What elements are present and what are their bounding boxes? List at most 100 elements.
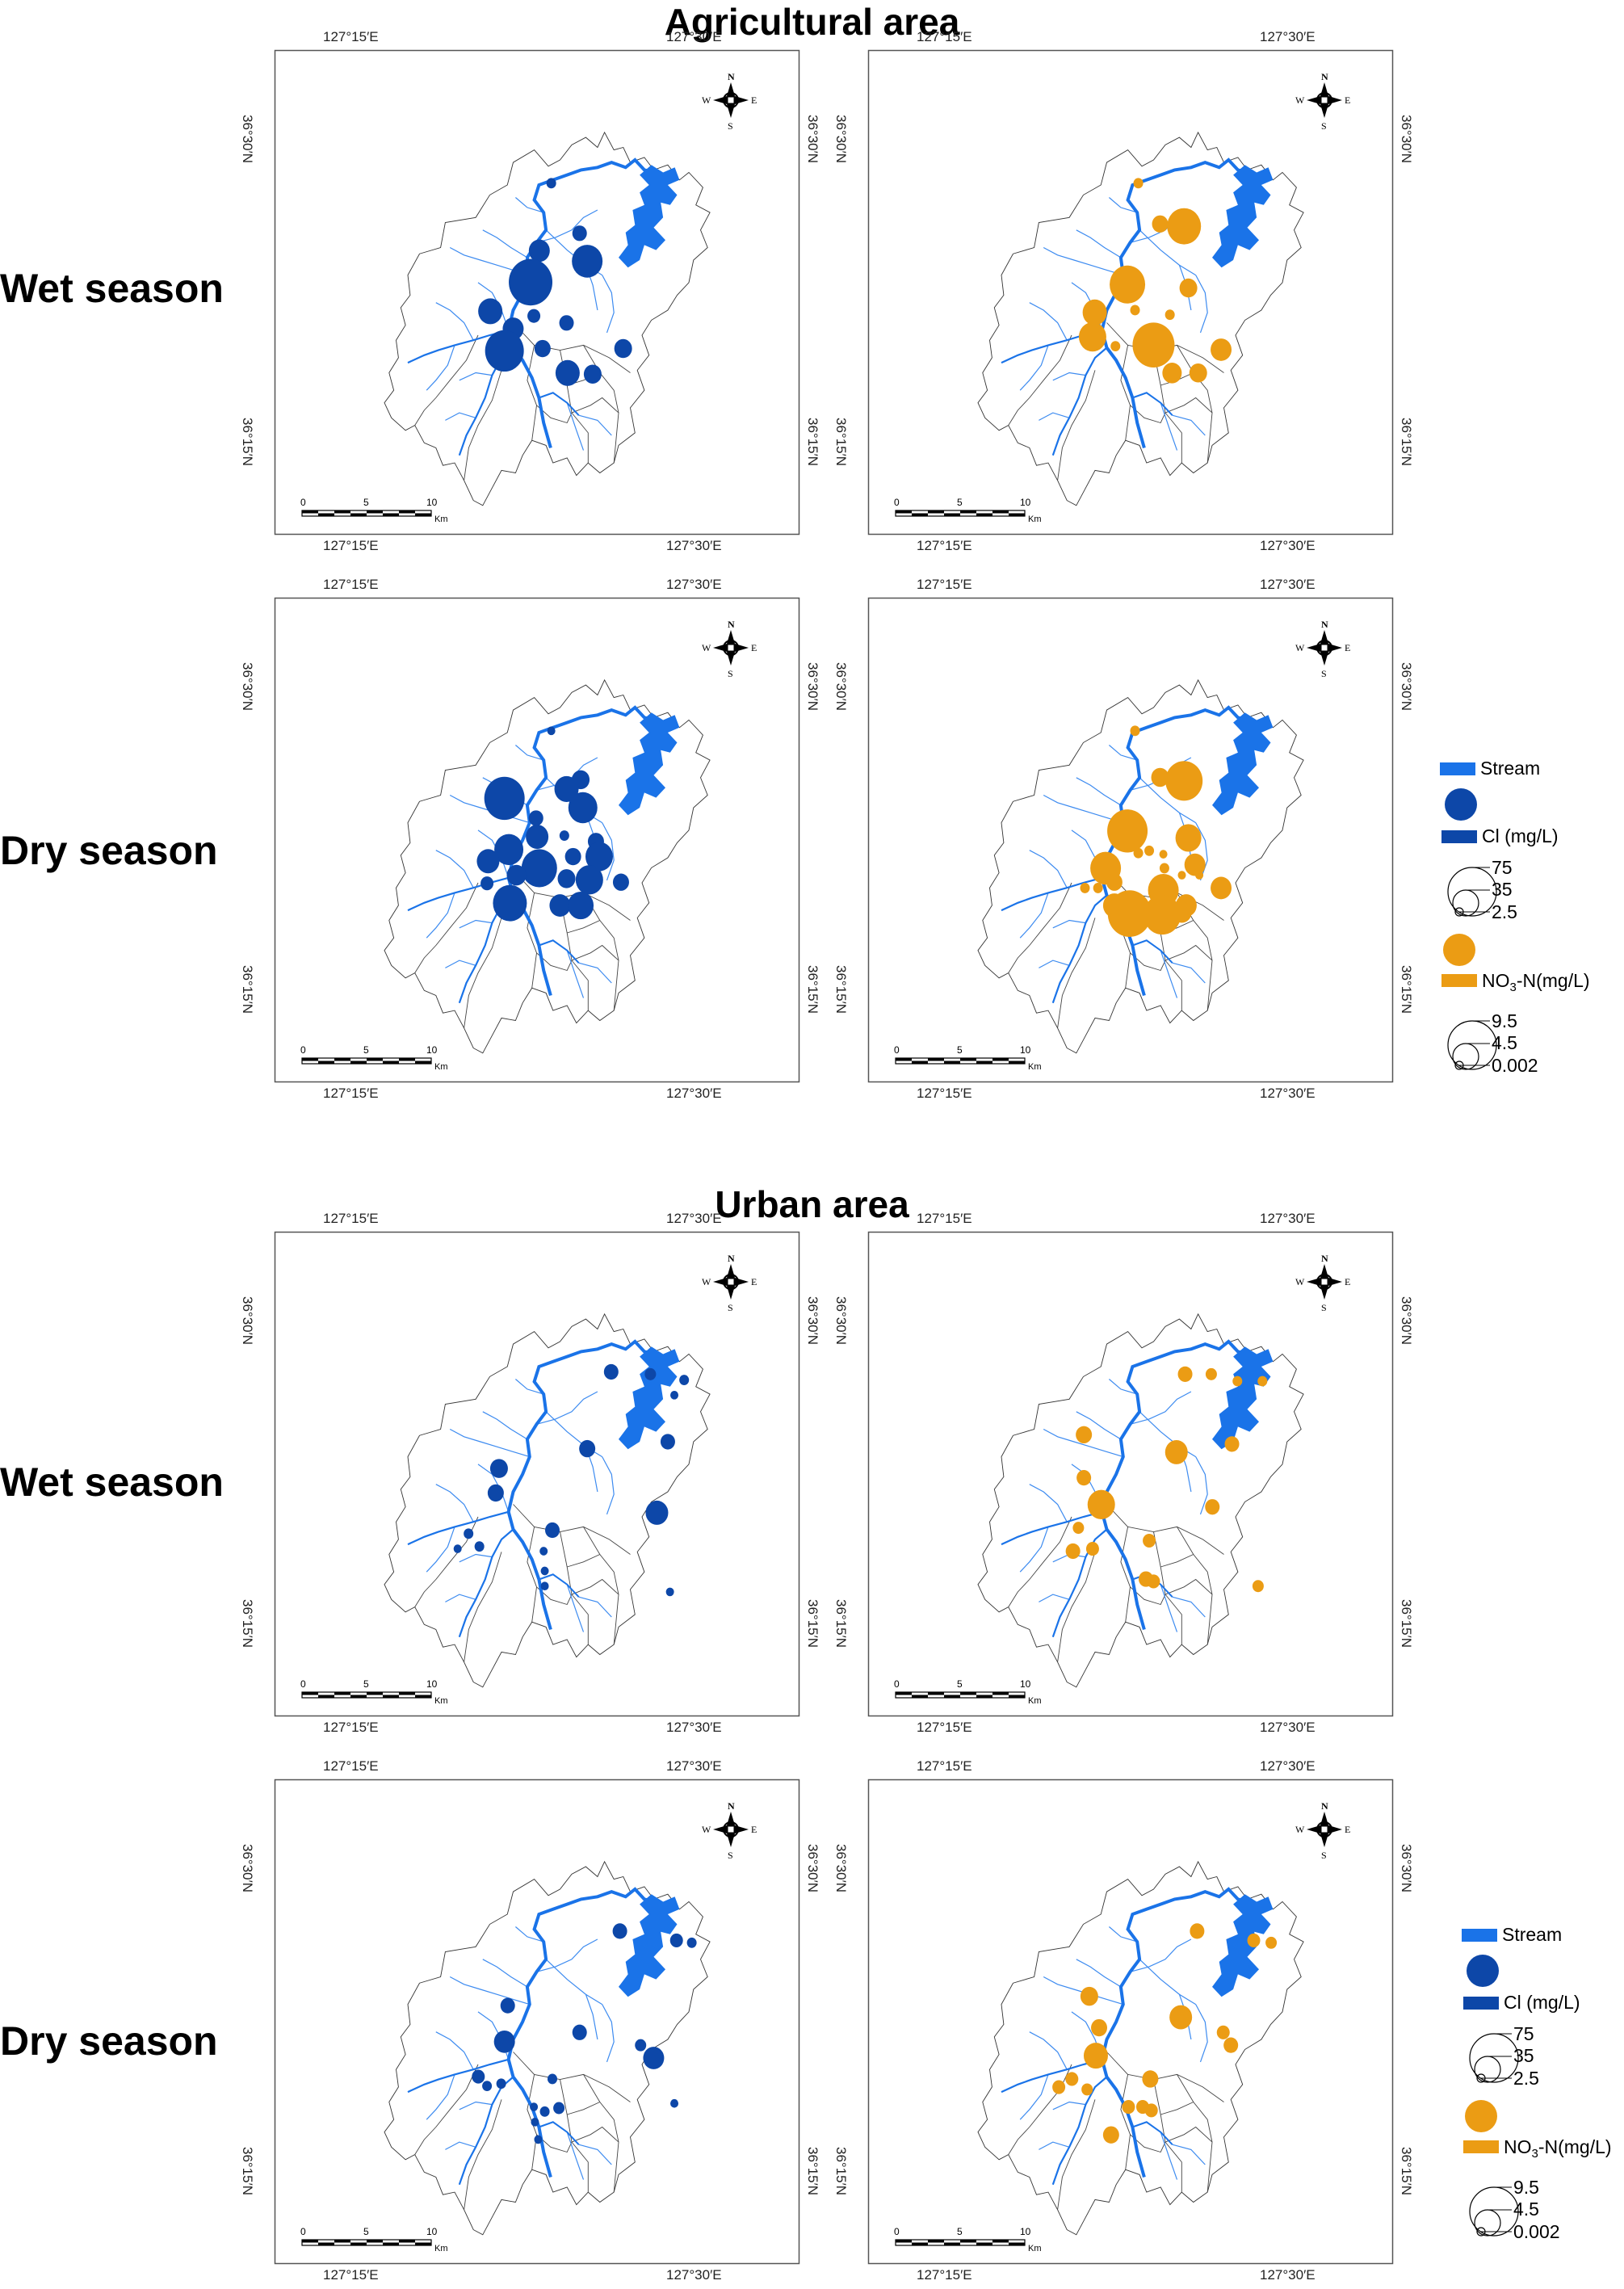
lat-label-left-top: 36°30′N xyxy=(833,1296,849,1346)
sample-point xyxy=(583,364,602,384)
sample-point xyxy=(526,825,549,849)
lat-label-right-top: 36°30′N xyxy=(1399,1296,1414,1346)
svg-text:10: 10 xyxy=(426,1044,438,1056)
lon-label-top-right: 127°30′E xyxy=(666,1758,722,1774)
watershed-outline xyxy=(978,680,1303,1053)
scale-bar: 0 5 10 Km xyxy=(894,1678,1042,1706)
sample-point xyxy=(1076,1470,1092,1486)
lon-label-bottom-left: 127°15′E xyxy=(917,1720,972,1735)
reservoir xyxy=(619,1894,680,1997)
legend-stream-label: Stream xyxy=(1502,1924,1563,1945)
scale-bar: 0 5 10 Km xyxy=(300,2226,448,2253)
lat-label-left-bottom: 36°15′N xyxy=(240,418,255,467)
legend-symbols: Cl (mg/L) 75 35 2.5 NO3-N(mg/L) 9.5 4.5 … xyxy=(1441,788,1590,1076)
legend-stream: Stream xyxy=(1440,758,1540,779)
watershed-outline xyxy=(978,1314,1303,1687)
row-label-agri-wet: Wet season xyxy=(0,266,224,311)
sample-point xyxy=(1205,1367,1217,1380)
lat-label-right-bottom: 36°15′N xyxy=(1399,965,1414,1014)
svg-text:10: 10 xyxy=(426,2226,438,2237)
cl-value-3: 2.5 xyxy=(1492,901,1517,922)
compass-icon: N S E W xyxy=(702,71,757,132)
no3-value-1: 9.5 xyxy=(1513,2177,1539,2198)
svg-text:0: 0 xyxy=(300,497,306,508)
sample-point xyxy=(493,2030,515,2053)
no3-symbol xyxy=(1443,934,1475,966)
lon-label-bottom-right: 127°30′E xyxy=(1260,1720,1316,1735)
sample-point xyxy=(472,2069,485,2084)
map-panel-urban-wet-no3: N S E W 0 5 10 Km xyxy=(867,1231,1394,1717)
sample-point xyxy=(1143,1533,1156,1548)
sample-point xyxy=(1132,322,1175,368)
svg-text:0: 0 xyxy=(894,1678,900,1690)
svg-text:N: N xyxy=(1321,619,1328,630)
svg-text:S: S xyxy=(728,120,733,132)
lat-label-right-top: 36°30′N xyxy=(805,115,820,164)
lat-label-right-bottom: 36°15′N xyxy=(1399,2147,1414,2196)
sample-point xyxy=(679,1375,690,1385)
lat-label-right-top: 36°30′N xyxy=(1399,115,1414,164)
sample-point xyxy=(1211,338,1232,361)
legend-urban: Stream Cl (mg/L) 75 35 2.5 NO3-N(mg/L) 9… xyxy=(1462,1924,1624,2263)
map-panel-urban-wet-cl: N S E W 0 5 10 Km xyxy=(274,1231,800,1717)
watershed-outline xyxy=(978,132,1303,506)
svg-text:Km: Km xyxy=(434,2244,448,2253)
sample-point xyxy=(670,2098,679,2108)
svg-text:10: 10 xyxy=(426,1678,438,1690)
scale-bar: 0 5 10 Km xyxy=(300,1044,448,1072)
basemap xyxy=(384,1862,710,2235)
svg-text:W: W xyxy=(702,1824,711,1835)
lon-label-top-right: 127°30′E xyxy=(1260,577,1316,592)
sample-point xyxy=(1184,853,1206,876)
sample-point xyxy=(603,1363,619,1380)
sample-point xyxy=(496,2078,506,2090)
main-river xyxy=(509,1342,657,1630)
sample-point xyxy=(1052,2080,1066,2094)
sample-point xyxy=(539,1547,548,1556)
sample-point xyxy=(1144,895,1181,935)
svg-text:0: 0 xyxy=(300,2226,306,2237)
sample-point xyxy=(1133,847,1144,859)
sample-point xyxy=(1144,845,1155,856)
svg-text:Km: Km xyxy=(1028,514,1042,524)
lat-label-right-bottom: 36°15′N xyxy=(1399,418,1414,467)
no3-swatch xyxy=(1463,2140,1499,2153)
lat-label-right-bottom: 36°15′N xyxy=(805,1599,820,1648)
svg-text:Km: Km xyxy=(434,1062,448,1072)
reservoir xyxy=(619,712,680,816)
sample-point xyxy=(493,884,527,922)
no3-value-2: 4.5 xyxy=(1513,2199,1539,2220)
basemap xyxy=(978,132,1303,506)
lon-label-top-left: 127°15′E xyxy=(323,29,379,44)
lat-label-left-top: 36°30′N xyxy=(240,662,255,712)
sample-point xyxy=(1247,1933,1261,1947)
watershed-outline xyxy=(384,1862,710,2235)
reservoir xyxy=(1212,1346,1274,1450)
basemap xyxy=(384,132,710,506)
map-panel-agri-dry-no3: N S E W 0 5 10 Km xyxy=(867,597,1394,1083)
lon-label-bottom-left: 127°15′E xyxy=(323,1086,379,1101)
no3-value-1: 9.5 xyxy=(1492,1010,1517,1031)
sample-point xyxy=(1147,1574,1160,1589)
svg-text:W: W xyxy=(1295,642,1305,653)
no3-value-3: 0.002 xyxy=(1492,1055,1538,1076)
sample-point xyxy=(545,1522,560,1539)
lat-label-left-top: 36°30′N xyxy=(240,1296,255,1346)
lat-label-left-bottom: 36°15′N xyxy=(240,965,255,1014)
legend-cl-label: Cl (mg/L) xyxy=(1504,1992,1580,2013)
cl-value-3: 2.5 xyxy=(1513,2068,1539,2089)
svg-text:5: 5 xyxy=(363,497,369,508)
svg-text:5: 5 xyxy=(957,497,963,508)
compass-icon: N S E W xyxy=(702,1800,757,1861)
sample-point xyxy=(635,2039,647,2052)
lat-label-right-bottom: 36°15′N xyxy=(1399,1599,1414,1648)
reservoir xyxy=(619,1346,680,1450)
section-title-urban: Urban area xyxy=(715,1183,909,1225)
sample-point xyxy=(1252,1580,1264,1593)
compass-icon: N S E W xyxy=(702,1253,757,1313)
svg-text:10: 10 xyxy=(1020,1678,1031,1690)
sample-point xyxy=(1257,1376,1268,1387)
sample-point xyxy=(506,864,527,886)
lat-label-right-bottom: 36°15′N xyxy=(805,965,820,1014)
svg-text:S: S xyxy=(1321,120,1327,132)
